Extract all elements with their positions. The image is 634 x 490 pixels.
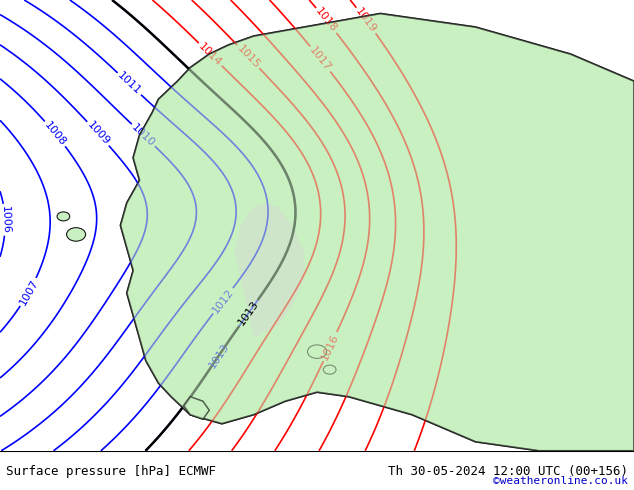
Polygon shape bbox=[120, 14, 634, 451]
Text: 1017: 1017 bbox=[307, 45, 333, 73]
Text: 1010: 1010 bbox=[130, 122, 157, 148]
Text: ©weatheronline.co.uk: ©weatheronline.co.uk bbox=[493, 476, 628, 486]
Circle shape bbox=[307, 345, 327, 358]
Text: 1019: 1019 bbox=[354, 6, 378, 35]
Circle shape bbox=[67, 228, 86, 241]
Circle shape bbox=[323, 365, 336, 374]
Text: 1013: 1013 bbox=[236, 299, 261, 327]
Text: 1012: 1012 bbox=[210, 287, 236, 315]
Text: 1014: 1014 bbox=[197, 41, 224, 68]
Polygon shape bbox=[120, 14, 634, 451]
Text: 1011: 1011 bbox=[115, 71, 143, 97]
Text: 1015: 1015 bbox=[235, 43, 262, 70]
Text: Th 30-05-2024 12:00 UTC (00+156): Th 30-05-2024 12:00 UTC (00+156) bbox=[387, 465, 628, 478]
Circle shape bbox=[57, 212, 70, 221]
Text: 1008: 1008 bbox=[42, 120, 68, 147]
Polygon shape bbox=[184, 397, 209, 419]
Polygon shape bbox=[184, 397, 209, 419]
Text: 1009: 1009 bbox=[85, 120, 111, 147]
Polygon shape bbox=[235, 203, 304, 338]
Text: 1016: 1016 bbox=[320, 332, 340, 362]
Text: 1006: 1006 bbox=[0, 206, 11, 234]
Text: Surface pressure [hPa] ECMWF: Surface pressure [hPa] ECMWF bbox=[6, 465, 216, 478]
Text: 1013: 1013 bbox=[207, 341, 231, 370]
Text: 1007: 1007 bbox=[17, 277, 40, 307]
Text: 1018: 1018 bbox=[314, 6, 339, 34]
